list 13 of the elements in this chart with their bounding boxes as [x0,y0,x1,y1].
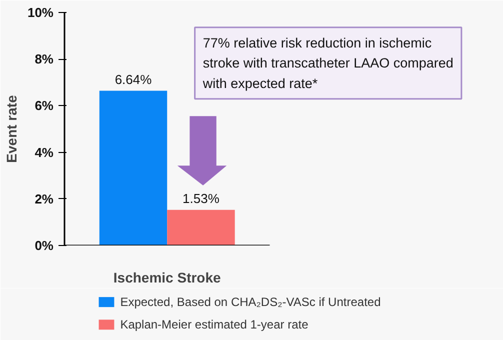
data-label: 6.64% [114,72,152,87]
y-axis-title: Event rate [3,94,20,163]
legend-label: Kaplan-Meier estimated 1-year rate [120,318,309,332]
y-tick-label: 2% [34,191,54,206]
data-label: 1.53% [182,190,220,206]
y-tick-label: 8% [34,52,54,67]
y-tick-label: 0% [34,238,54,253]
x-tick-label: Ischemic Stroke [113,270,222,286]
y-tick-label: 6% [34,98,54,114]
legend-label: Expected, Based on CHA₂DS₂-VASc if Untreated [120,295,381,310]
y-tick-label: 4% [34,144,54,160]
annotation: 77% relative risk reduction in ischemic stroke with transcatheter LAAO compared with expected rate* [202,35,454,91]
y-tick-label: 10% [27,5,54,20]
